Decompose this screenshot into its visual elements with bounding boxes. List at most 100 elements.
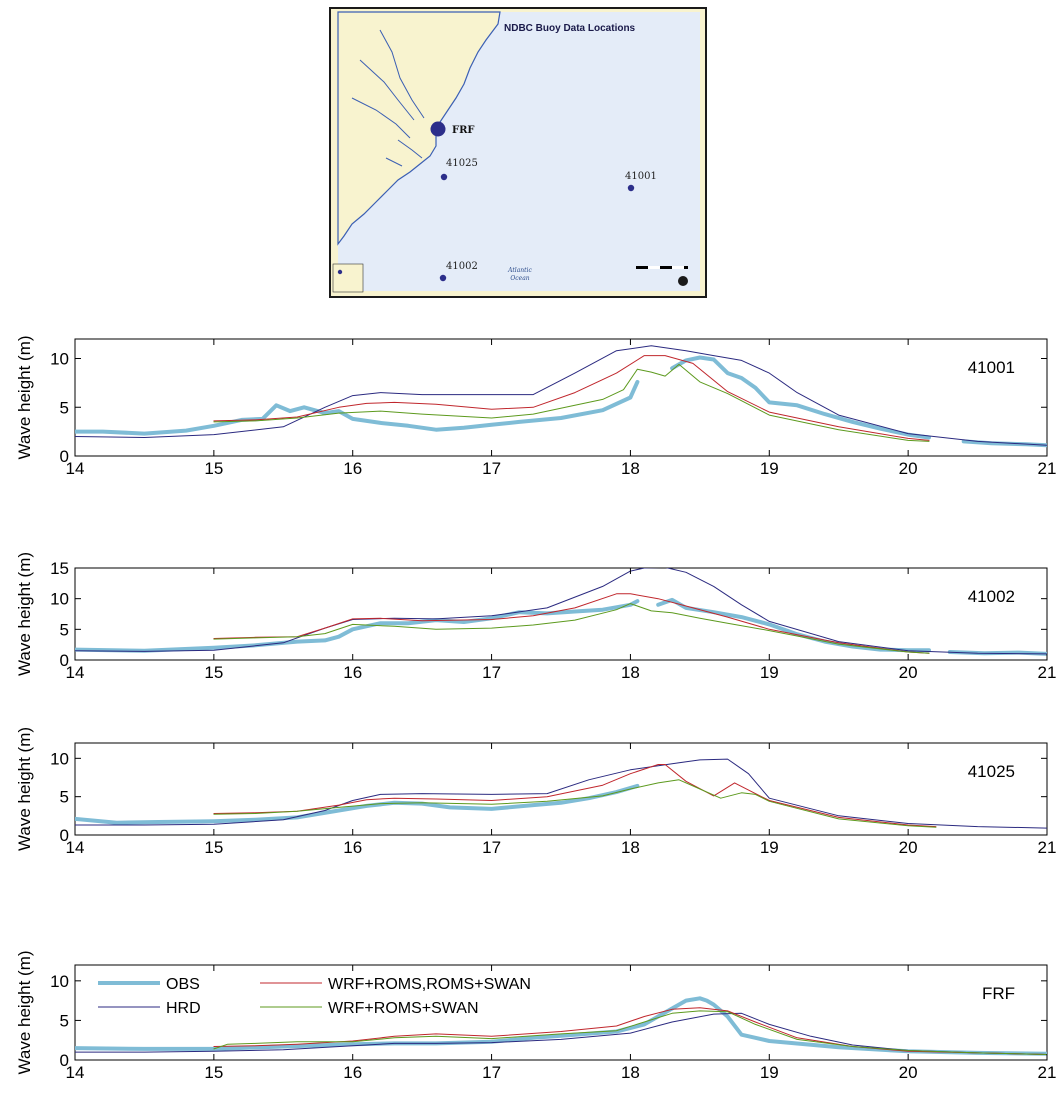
- series-line-wrf-roms-swan-41025: [213, 779, 937, 828]
- x-tick-label: 15: [204, 663, 223, 682]
- y-tick-label: 10: [50, 972, 69, 991]
- y-axis-label: Wave height (m): [15, 727, 34, 851]
- chart-legend: OBS WRF+ROMS,ROMS+SWAN HRD WRF+ROMS+SWAN: [98, 976, 531, 1017]
- station-marker-frf: [430, 121, 446, 137]
- map-scale-bar-gap-2: [672, 266, 684, 269]
- series-line-wrf-roms-roms-swan-41025: [213, 764, 937, 828]
- panel-41001: 14 15 16 17 18 19 20 21 0 5 10 Wave height (m) 41001: [15, 335, 1056, 478]
- map-river-5: [385, 157, 403, 167]
- x-tick-label: 14: [66, 663, 85, 682]
- map-river-4: [397, 139, 423, 159]
- station-marker-41025: [440, 173, 448, 181]
- y-tick-label: 15: [50, 559, 69, 578]
- station-label: 41002: [968, 587, 1015, 606]
- map-scale-bar-gap-1: [648, 266, 660, 269]
- legend-label: HRD: [166, 1000, 201, 1017]
- map-rivers: [351, 29, 425, 167]
- series-line-wrf-roms-swan-frf: [213, 1010, 1047, 1055]
- y-tick-label: 5: [60, 398, 69, 417]
- station-label-41001: 41001: [625, 171, 657, 182]
- x-tick-label: 18: [621, 459, 640, 478]
- x-tick-label: 14: [66, 1063, 85, 1082]
- y-axis-label: Wave height (m): [15, 950, 34, 1074]
- map-ocean-label-2: Ocean: [510, 275, 529, 282]
- x-tick-label: 19: [760, 663, 779, 682]
- x-tick-label: 15: [204, 838, 223, 857]
- x-tick-label: 17: [482, 838, 501, 857]
- legend-label: OBS: [166, 976, 200, 993]
- y-tick-label: 5: [60, 1011, 69, 1030]
- x-tick-label: 19: [760, 1063, 779, 1082]
- series-line-wrf-roms-roms-swan-41002: [213, 593, 930, 654]
- series-line-wrf-roms-swan-41001: [213, 363, 930, 442]
- y-tick-label: 5: [60, 788, 69, 807]
- panel-41025: 14 15 16 17 18 19 20 21 0 5 10 Wave height (m) 41025: [15, 727, 1056, 857]
- x-tick-label: 18: [621, 1063, 640, 1082]
- y-tick-label: 0: [60, 826, 69, 845]
- series-line-obs-41001: [75, 379, 640, 436]
- x-tick-label: 21: [1038, 1063, 1057, 1082]
- y-tick-label: 0: [60, 651, 69, 670]
- station-label: 41025: [968, 762, 1015, 781]
- y-tick-label: 5: [60, 620, 69, 639]
- map-scale-bar-fill: [636, 266, 688, 269]
- panel-frf: 14 15 16 17 18 19 20 21 0 5 10 Wave height (m) FRF OB…: [15, 950, 1056, 1082]
- map-legend-box: [332, 263, 364, 293]
- y-tick-label: 10: [50, 590, 69, 609]
- x-tick-label: 16: [343, 459, 362, 478]
- x-tick-label: 20: [899, 838, 918, 857]
- legend-label: WRF+ROMS+SWAN: [328, 1000, 479, 1017]
- station-label-frf: FRF: [452, 125, 475, 136]
- x-tick-label: 16: [343, 663, 362, 682]
- x-tick-label: 18: [621, 663, 640, 682]
- station-marker-41002: [439, 274, 447, 282]
- series-line-obs-frf: [75, 996, 1047, 1056]
- y-tick-label: 0: [60, 1051, 69, 1070]
- x-tick-label: 17: [482, 663, 501, 682]
- series-line-hrd-frf: [75, 1012, 1047, 1055]
- x-tick-label: 20: [899, 663, 918, 682]
- series-group-41001: [75, 345, 1047, 448]
- y-tick-label: 0: [60, 447, 69, 466]
- x-tick-label: 19: [760, 459, 779, 478]
- panel-41002: 14 15 16 17 18 19 20 21 0 5 10 15 Wave height (m) 410…: [15, 552, 1056, 682]
- series-line-wrf-roms-swan-41002: [213, 603, 930, 654]
- north-arrow-icon: [678, 276, 688, 286]
- x-tick-label: 21: [1038, 459, 1057, 478]
- station-marker-41001: [627, 184, 635, 192]
- map-scale-bar: [636, 266, 688, 269]
- x-tick-label: 16: [343, 1063, 362, 1082]
- x-tick-label: 20: [899, 459, 918, 478]
- y-axis-label: Wave height (m): [15, 335, 34, 459]
- x-tick-label: 21: [1038, 838, 1057, 857]
- station-label: FRF: [982, 984, 1015, 1003]
- x-tick-label: 14: [66, 459, 85, 478]
- map-river-1: [379, 29, 425, 119]
- station-label-41002: 41002: [446, 261, 478, 272]
- station-label-41025: 41025: [446, 158, 478, 169]
- x-tick-label: 21: [1038, 663, 1057, 682]
- map-title: NDBC Buoy Data Locations: [504, 23, 636, 34]
- x-tick-label: 15: [204, 1063, 223, 1082]
- y-tick-label: 10: [50, 350, 69, 369]
- x-tick-label: 16: [343, 838, 362, 857]
- map-river-3: [351, 97, 411, 139]
- x-tick-label: 17: [482, 1063, 501, 1082]
- series-line-hrd-41025: [75, 758, 1047, 829]
- y-axis-label: Wave height (m): [15, 552, 34, 676]
- x-tick-label: 18: [621, 838, 640, 857]
- series-group-41025: [75, 758, 1047, 829]
- buoy-location-map: NDBC Buoy Data Locations FRF 41025 41001…: [329, 7, 707, 298]
- map-ocean-label-1: Atlantic: [507, 267, 532, 274]
- legend-label: WRF+ROMS,ROMS+SWAN: [328, 976, 531, 993]
- x-tick-label: 17: [482, 459, 501, 478]
- x-tick-label: 19: [760, 838, 779, 857]
- series-group-frf: [75, 996, 1047, 1056]
- plot-area-frf: [74, 964, 1048, 1061]
- station-label: 41001: [968, 358, 1015, 377]
- series-line-obs-41025: [75, 783, 640, 825]
- series-line-wrf-roms-roms-swan-41001: [213, 355, 930, 441]
- series-line-obs-41001: [670, 355, 931, 440]
- x-tick-label: 20: [899, 1063, 918, 1082]
